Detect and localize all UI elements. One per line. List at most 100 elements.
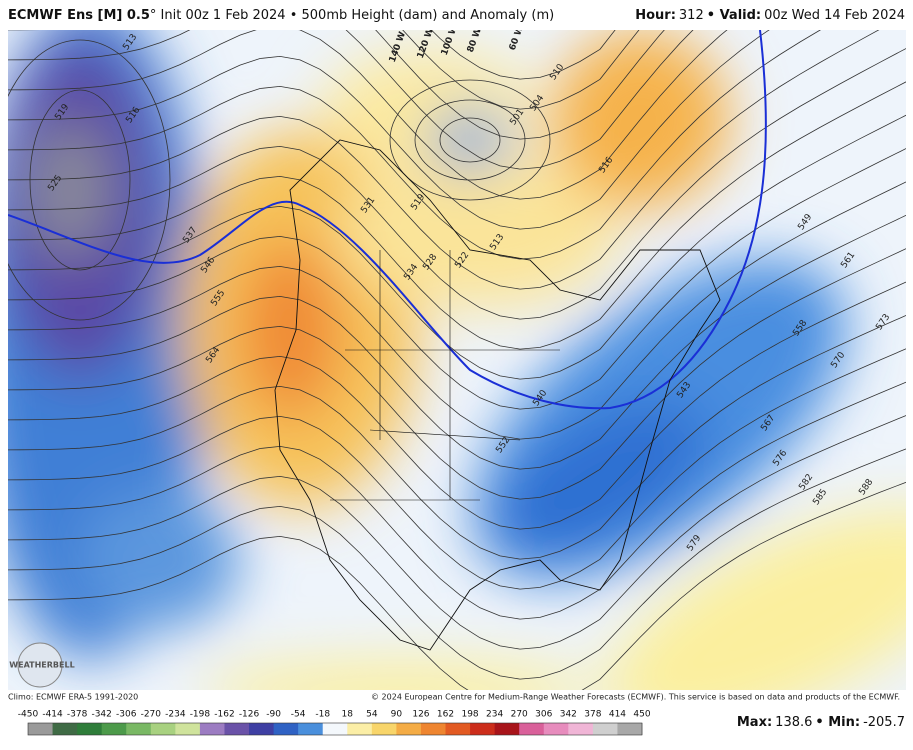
logo: WEATHERBELL bbox=[9, 661, 74, 670]
max-label: Max: bbox=[737, 715, 772, 730]
north-america-outline bbox=[274, 139, 721, 651]
colorbar-tick-label: 306 bbox=[535, 710, 552, 720]
header-valid: Hour: 312 • Valid: 00z Wed 14 Feb 2024 bbox=[635, 8, 905, 23]
max-min: Max: 138.6 • Min: -205.7 bbox=[737, 715, 905, 730]
colorbar-tick-label: -306 bbox=[116, 710, 137, 720]
colorbar-swatch bbox=[199, 723, 225, 735]
colorbar: -450 -414 -378 -342 -306 -270 -234 -198 -162 -126… bbox=[18, 710, 651, 736]
contour-ring bbox=[439, 117, 501, 163]
valid-label: • Valid: bbox=[707, 8, 761, 23]
colorbar-tick-label: -414 bbox=[42, 710, 63, 720]
contour-line bbox=[8, 81, 906, 350]
contour-line bbox=[8, 30, 821, 260]
colorbar-tick-label: -90 bbox=[266, 710, 281, 720]
colorbar-swatch bbox=[150, 723, 176, 735]
colorbar-tick-label: 378 bbox=[584, 710, 601, 720]
colorbar-tick-label: 414 bbox=[609, 710, 626, 720]
colorbar-swatch bbox=[592, 723, 618, 735]
colorbar-swatch bbox=[28, 723, 54, 735]
contour-ring bbox=[389, 79, 551, 201]
contour-line bbox=[8, 181, 906, 440]
hour-label: Hour: bbox=[635, 8, 676, 23]
colorbar-tick-label: 162 bbox=[437, 710, 454, 720]
min: -205.7 bbox=[863, 715, 905, 730]
colorbar-tick-label: -126 bbox=[239, 710, 260, 720]
colorbar-tick-label: 198 bbox=[461, 710, 478, 720]
colorbar-tick-label: -18 bbox=[315, 710, 330, 720]
contour-line bbox=[8, 348, 906, 590]
colorbar-tick-label: 342 bbox=[560, 710, 577, 720]
colorbar-swatch bbox=[224, 723, 250, 735]
colorbar-tick-label: -162 bbox=[214, 710, 234, 720]
colorbar-swatch bbox=[371, 723, 397, 735]
540-contour bbox=[8, 30, 767, 410]
min-label: • Min: bbox=[815, 715, 860, 730]
contour-ring bbox=[29, 89, 131, 271]
borders bbox=[330, 250, 560, 501]
colorbar-frame bbox=[27, 722, 643, 736]
colorbar-tick-label: 126 bbox=[412, 710, 429, 720]
contour-line bbox=[8, 114, 906, 380]
colorbar-swatch bbox=[470, 723, 496, 735]
hour: 312 bbox=[679, 8, 704, 23]
climo-note: Climo: ECMWF ERA-5 1991-2020 bbox=[8, 693, 138, 702]
max: 138.6 bbox=[775, 715, 812, 730]
contour-line bbox=[8, 314, 906, 560]
contour-line bbox=[8, 30, 665, 140]
contour-line bbox=[8, 30, 728, 200]
contour-line bbox=[402, 30, 640, 110]
colorbar-tick-label: -342 bbox=[91, 710, 111, 720]
title-rest: ° Init 00z 1 Feb 2024 • 500mb Height (da… bbox=[150, 8, 554, 23]
contour-ring bbox=[8, 39, 171, 321]
colorbar-swatch bbox=[126, 723, 152, 735]
colorbar-tick-label: -450 bbox=[18, 710, 39, 720]
contour-line bbox=[8, 281, 906, 530]
colorbar-swatch bbox=[101, 723, 127, 735]
contour-line bbox=[430, 30, 616, 80]
colorbar-tick-label: 234 bbox=[486, 710, 503, 720]
colorbar-swatch bbox=[568, 723, 594, 735]
contour-line bbox=[8, 30, 770, 230]
colorbar-swatch bbox=[322, 723, 348, 735]
colorbar-swatch bbox=[249, 723, 275, 735]
colorbar-tick-label: 270 bbox=[511, 710, 528, 720]
colorbar-tick-label: -54 bbox=[291, 710, 306, 720]
colorbar-tick-label: -378 bbox=[67, 710, 88, 720]
colorbar-swatch bbox=[445, 723, 471, 735]
colorbar-tick-label: 54 bbox=[366, 710, 378, 720]
colorbar-tick-label: 450 bbox=[633, 710, 650, 720]
colorbar-swatch bbox=[617, 723, 643, 735]
colorbar-swatch bbox=[396, 723, 422, 735]
colorbar-swatch bbox=[77, 723, 103, 735]
colorbar-tick-label: 90 bbox=[391, 710, 403, 720]
colorbar-swatch bbox=[420, 723, 447, 735]
colorbar-swatch bbox=[175, 723, 201, 735]
contour-line bbox=[8, 214, 906, 470]
contour-line bbox=[8, 448, 906, 680]
valid: 00z Wed 14 Feb 2024 bbox=[764, 8, 905, 23]
title-bold: ECMWF Ens [M] 0.5 bbox=[8, 8, 150, 23]
colorbar-tick-label: -234 bbox=[165, 710, 186, 720]
contour-ring bbox=[414, 99, 526, 181]
colorbar-tick-label: -198 bbox=[190, 710, 211, 720]
contour-line bbox=[8, 415, 906, 650]
logo-globe bbox=[17, 642, 63, 688]
colorbar-swatch bbox=[273, 723, 299, 735]
colorbar-swatch bbox=[519, 723, 545, 735]
colorbar-swatch bbox=[52, 723, 78, 735]
contour-line bbox=[8, 30, 880, 290]
colorbar-swatch bbox=[347, 723, 373, 735]
colorbar-swatch bbox=[543, 723, 569, 735]
header-title: ECMWF Ens [M] 0.5° Init 00z 1 Feb 2024 •… bbox=[8, 8, 554, 23]
contour-line bbox=[8, 148, 906, 410]
contour-line bbox=[8, 30, 694, 170]
contour-line bbox=[8, 481, 906, 690]
colorbar-swatch bbox=[494, 723, 520, 735]
copyright: © 2024 European Centre for Medium-Range … bbox=[371, 693, 900, 702]
colorbar-swatch bbox=[298, 723, 324, 735]
contour-line bbox=[8, 381, 906, 620]
contour-line bbox=[8, 248, 906, 500]
colorbar-tick-label: -270 bbox=[141, 710, 162, 720]
